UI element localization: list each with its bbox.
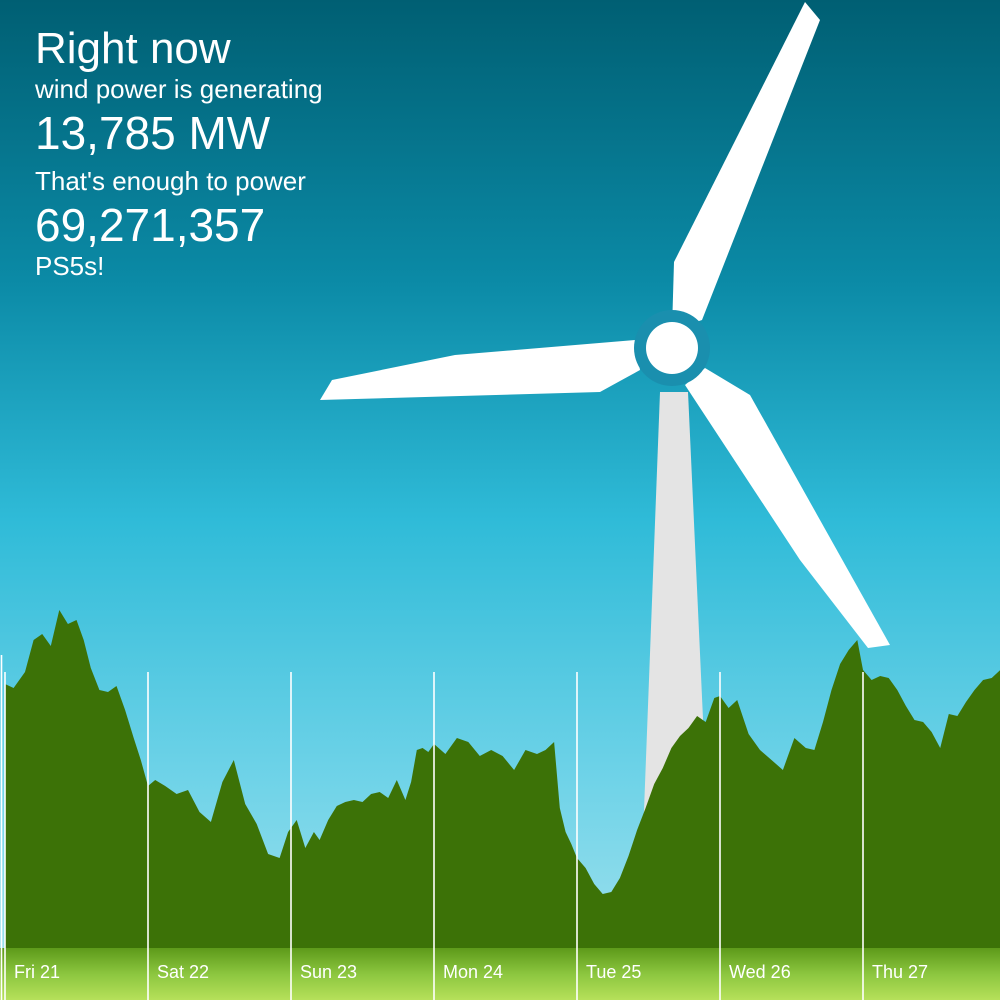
day-tick-labels: Fri 21 Sat 22 Sun 23 Mon 24 Tue 25 Wed 26 Thu …	[14, 962, 928, 982]
headline-line1: wind power is generating	[35, 74, 323, 104]
headline-line2: That's enough to power	[35, 166, 306, 196]
x-tick-label: Wed 26	[729, 962, 791, 982]
x-axis-band	[0, 948, 1000, 1000]
turbine-blade-right	[685, 368, 890, 648]
power-value: 13,785 MW	[35, 107, 271, 159]
device-count: 69,271,357	[35, 199, 266, 251]
day-gridlines	[0, 655, 864, 1000]
turbine-hub	[646, 322, 698, 374]
turbine-blade-left	[320, 340, 640, 400]
x-tick-label: Mon 24	[443, 962, 503, 982]
x-tick-label: Sat 22	[157, 962, 209, 982]
x-tick-label: Fri 21	[14, 962, 60, 982]
turbine-blade-top	[672, 2, 820, 330]
x-tick-label: Thu 27	[872, 962, 928, 982]
x-tick-label: Tue 25	[586, 962, 641, 982]
x-tick-label: Sun 23	[300, 962, 357, 982]
generation-panel: Right now wind power is generating 13,78…	[35, 24, 323, 280]
headline-title: Right now	[35, 24, 231, 73]
device-unit: PS5s!	[35, 251, 105, 281]
wind-generation-area	[5, 610, 1000, 948]
